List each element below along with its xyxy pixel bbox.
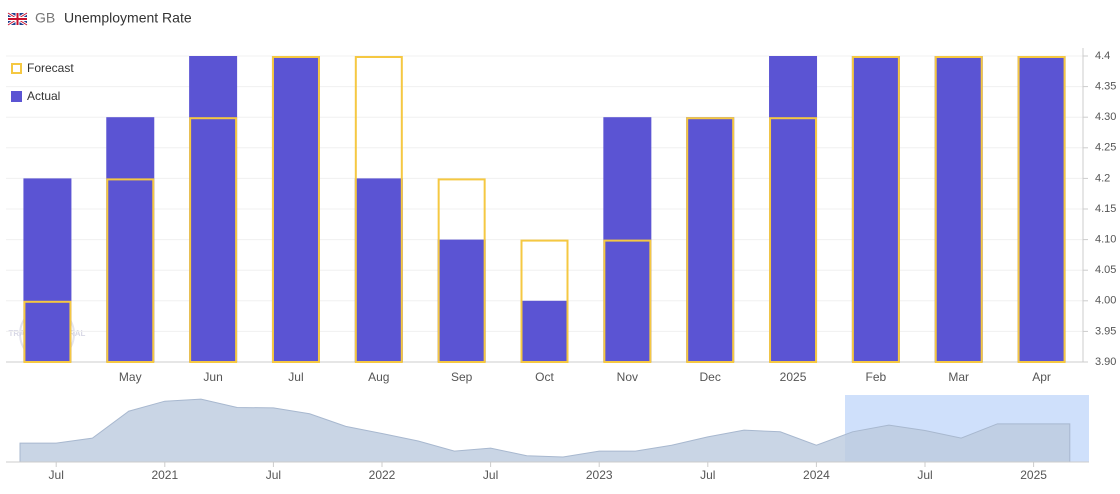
country: GB	[35, 10, 55, 26]
actual-bar	[1017, 56, 1066, 362]
navigator-tick-label: 2025	[1020, 468, 1047, 482]
y-tick-label: 3.95	[1095, 325, 1116, 337]
x-tick-label: Feb	[866, 370, 887, 384]
forecast-bar	[934, 56, 983, 363]
y-tick-label: 3.90	[1095, 356, 1116, 368]
actual-bar	[23, 178, 72, 362]
y-tick-label: 4.30	[1095, 111, 1116, 123]
forecast-bar	[603, 239, 652, 364]
forecast-bar	[520, 239, 569, 364]
x-tick-label: May	[119, 370, 142, 384]
legend-label: Actual	[27, 89, 60, 103]
navigator-tick-label: Jul	[917, 468, 932, 482]
x-tick-label: Sep	[451, 370, 473, 384]
forecast-bar	[686, 117, 735, 363]
forecast-bar	[189, 117, 238, 363]
y-tick-label: 4.2	[1095, 172, 1110, 184]
actual-bar	[603, 117, 652, 362]
forecast-bar	[354, 56, 403, 363]
forecast-bar	[106, 178, 155, 363]
forecast-bar	[769, 117, 818, 363]
x-tick-label: Oct	[535, 370, 554, 384]
legend-swatch	[11, 91, 22, 102]
legend-label: Forecast	[27, 61, 74, 75]
actual-bar	[354, 178, 403, 362]
flag-icon	[7, 11, 28, 27]
navigator-tick-label: Jul	[49, 468, 64, 482]
navigator-tick-label: 2023	[586, 468, 613, 482]
forecast-bar	[1017, 56, 1066, 363]
navigator-tick-label: Jul	[700, 468, 715, 482]
x-tick-label: Aug	[368, 370, 389, 384]
forecast-bar	[23, 300, 72, 363]
y-tick-label: 4.10	[1095, 234, 1116, 246]
y-tick-label: 4.25	[1095, 142, 1116, 154]
x-tick-label: Jun	[203, 370, 222, 384]
y-tick-label: 4.00	[1095, 295, 1116, 307]
actual-bar	[520, 300, 569, 362]
x-tick-label: Apr	[1032, 370, 1051, 384]
y-tick-label: 4.05	[1095, 264, 1116, 276]
navigator-tick-label: 2024	[803, 468, 830, 482]
y-tick-label: 4.15	[1095, 203, 1116, 215]
actual-bar	[686, 117, 735, 362]
x-tick-label: Nov	[617, 370, 638, 384]
actual-bar	[851, 56, 900, 362]
actual-bar	[934, 56, 983, 362]
x-tick-label: Mar	[948, 370, 969, 384]
actual-bar	[106, 117, 155, 362]
y-tick-label: 4.35	[1095, 81, 1116, 93]
x-tick-label: Dec	[700, 370, 721, 384]
x-tick-label: Jul	[288, 370, 303, 384]
actual-bar	[271, 56, 320, 362]
navigator-area	[19, 398, 1071, 463]
navigator-tick-label: 2022	[369, 468, 396, 482]
forecast-bar	[271, 56, 320, 363]
navigator-tick-label: Jul	[266, 468, 281, 482]
forecast-bar	[437, 178, 486, 363]
legend-swatch	[11, 63, 22, 74]
actual-bar	[769, 56, 818, 362]
actual-bar	[189, 56, 238, 362]
forecast-bar	[851, 56, 900, 363]
navigator-tick-label: 2021	[151, 468, 178, 482]
navigator-tick-label: Jul	[483, 468, 498, 482]
x-tick-label: 2025	[780, 370, 807, 384]
y-tick-label: 4.4	[1095, 50, 1110, 62]
actual-bar	[437, 239, 486, 362]
chart-title: Unemployment Rate	[64, 10, 192, 26]
